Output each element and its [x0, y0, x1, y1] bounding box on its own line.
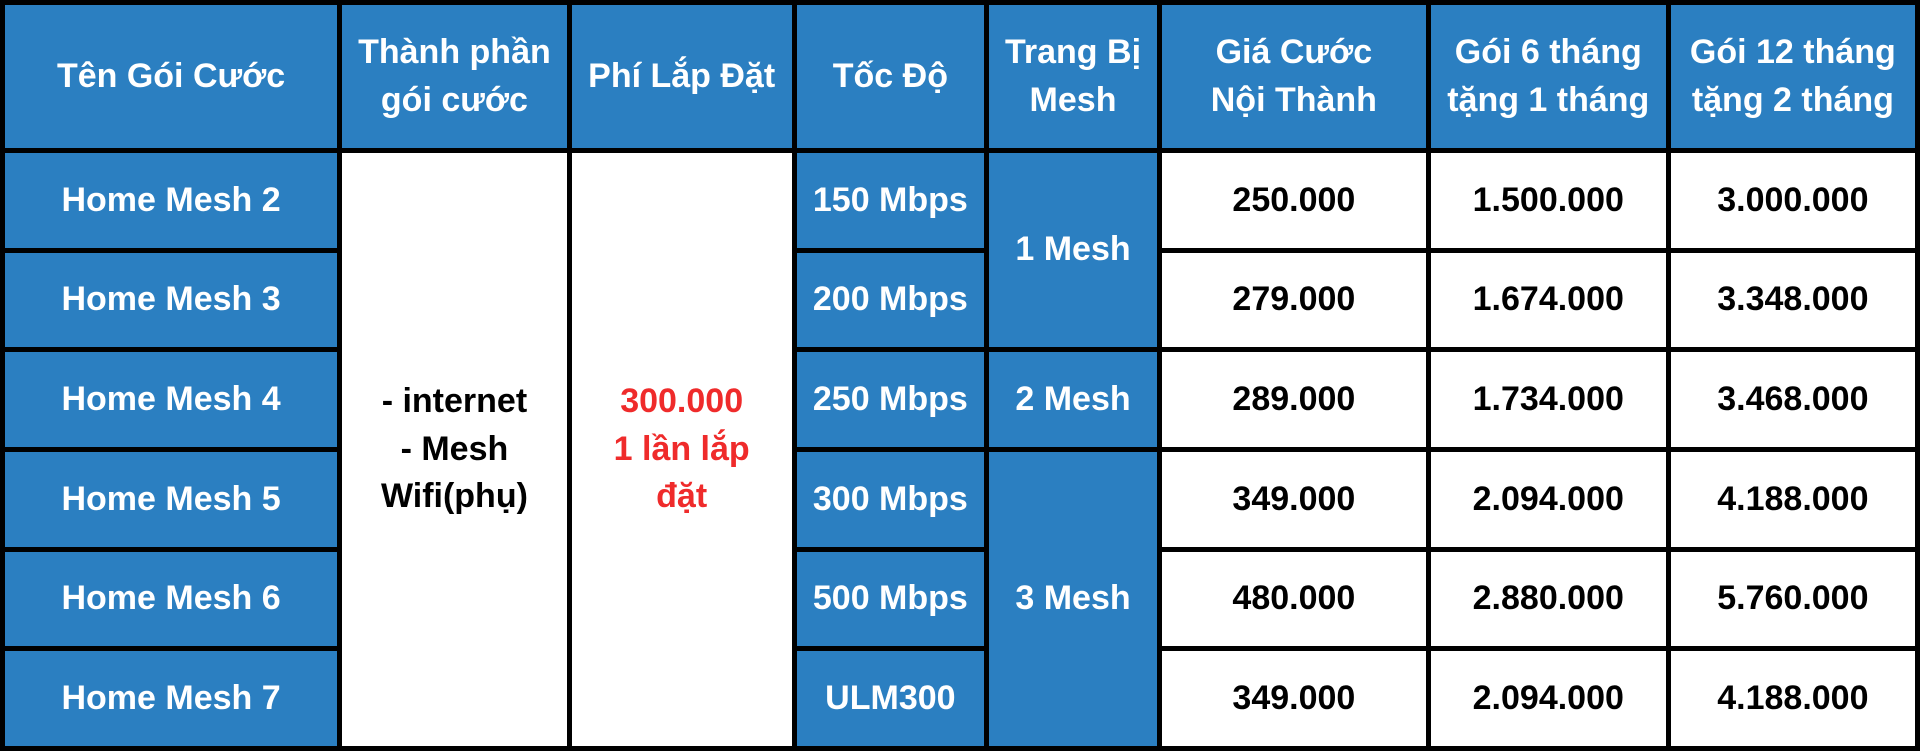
package-name-cell: Home Mesh 6 — [5, 551, 338, 647]
six-month-cell: 1.500.000 — [1430, 153, 1666, 248]
header-twelve-month: Gói 12 tháng tặng 2 tháng — [1670, 5, 1915, 148]
header-package-name-label: Tên Gói Cước — [56, 56, 286, 95]
speed-cell: 300 Mbps — [796, 451, 985, 547]
install-fee-amount: 300.000 — [620, 382, 744, 421]
header-twelve-month-line2: tặng 2 tháng — [1691, 80, 1894, 119]
mesh-group-cell: 2 Mesh — [989, 352, 1157, 447]
price-cell: 250.000 — [1161, 153, 1426, 248]
speed-cell: 200 Mbps — [796, 252, 985, 348]
components-line1: - internet — [381, 382, 528, 421]
header-components: Thành phần gói cước — [342, 5, 567, 148]
price-cell: 349.000 — [1161, 651, 1426, 746]
package-name-cell: Home Mesh 5 — [5, 451, 338, 547]
header-six-month: Gói 6 tháng tặng 1 tháng — [1430, 5, 1666, 148]
header-six-month-line2: tặng 1 tháng — [1447, 80, 1650, 119]
header-price-line2: Nội Thành — [1210, 80, 1377, 119]
header-price-line1: Giá Cước — [1215, 32, 1373, 71]
header-install-fee-label: Phí Lắp Đặt — [588, 56, 776, 95]
table-row: Home Mesh 5 300 Mbps 3 Mesh 349.000 2.09… — [5, 451, 1915, 746]
header-speed: Tốc Độ — [796, 5, 985, 148]
header-row: Tên Gói Cước Thành phần gói cước Phí Lắp… — [5, 5, 1915, 148]
install-fee-note-line1: 1 lần lắp — [613, 429, 750, 468]
header-components-line1: Thành phần — [358, 32, 551, 71]
speed-cell: 150 Mbps — [796, 153, 985, 248]
components-line3: Wifi(phụ) — [380, 477, 528, 516]
header-install-fee: Phí Lắp Đặt — [571, 5, 792, 148]
components-cell: - internet - Mesh Wifi(phụ) — [342, 153, 567, 746]
header-mesh-line1: Trang Bị — [1005, 32, 1142, 71]
table-row: Home Mesh 6 500 Mbps 480.000 2.880.000 5… — [5, 551, 1915, 647]
twelve-month-cell: 3.468.000 — [1670, 352, 1915, 447]
price-cell: 279.000 — [1161, 252, 1426, 348]
price-cell: 289.000 — [1161, 352, 1426, 447]
header-speed-label: Tốc Độ — [832, 56, 948, 95]
header-twelve-month-line1: Gói 12 tháng — [1689, 32, 1896, 71]
six-month-cell: 1.734.000 — [1430, 352, 1666, 447]
twelve-month-cell: 3.000.000 — [1670, 153, 1915, 248]
install-fee-cell: 300.000 1 lần lắp đặt — [571, 153, 792, 746]
six-month-cell: 2.094.000 — [1430, 451, 1666, 547]
table-row: Home Mesh 3 200 Mbps 279.000 1.674.000 3… — [5, 252, 1915, 348]
speed-cell: ULM300 — [796, 651, 985, 746]
six-month-cell: 2.094.000 — [1430, 651, 1666, 746]
header-price: Giá Cước Nội Thành — [1161, 5, 1426, 148]
six-month-cell: 2.880.000 — [1430, 551, 1666, 647]
table-row: Home Mesh 4 250 Mbps 2 Mesh 289.000 1.73… — [5, 352, 1915, 447]
price-cell: 480.000 — [1161, 551, 1426, 647]
package-name-cell: Home Mesh 7 — [5, 651, 338, 746]
package-name-cell: Home Mesh 4 — [5, 352, 338, 447]
price-cell: 349.000 — [1161, 451, 1426, 547]
mesh-group-cell: 1 Mesh — [989, 153, 1157, 348]
header-components-line2: gói cước — [380, 80, 528, 119]
twelve-month-cell: 4.188.000 — [1670, 651, 1915, 746]
table-row: Home Mesh 2 - internet - Mesh Wifi(phụ) … — [5, 153, 1915, 746]
header-package-name: Tên Gói Cước — [5, 5, 338, 148]
header-six-month-line1: Gói 6 tháng — [1454, 32, 1642, 71]
twelve-month-cell: 5.760.000 — [1670, 551, 1915, 647]
components-line2: - Mesh — [400, 429, 509, 468]
package-name-cell: Home Mesh 2 — [5, 153, 338, 248]
table-row: Home Mesh 7 ULM300 349.000 2.094.000 4.1… — [5, 651, 1915, 746]
header-mesh-line2: Mesh — [1029, 80, 1117, 119]
twelve-month-cell: 4.188.000 — [1670, 451, 1915, 547]
twelve-month-cell: 3.348.000 — [1670, 252, 1915, 348]
install-fee-note-line2: đặt — [656, 477, 708, 516]
speed-cell: 500 Mbps — [796, 551, 985, 647]
header-mesh: Trang Bị Mesh — [989, 5, 1157, 148]
mesh-group-cell: 3 Mesh — [989, 451, 1157, 746]
speed-cell: 250 Mbps — [796, 352, 985, 447]
six-month-cell: 1.674.000 — [1430, 252, 1666, 348]
package-name-cell: Home Mesh 3 — [5, 252, 338, 348]
